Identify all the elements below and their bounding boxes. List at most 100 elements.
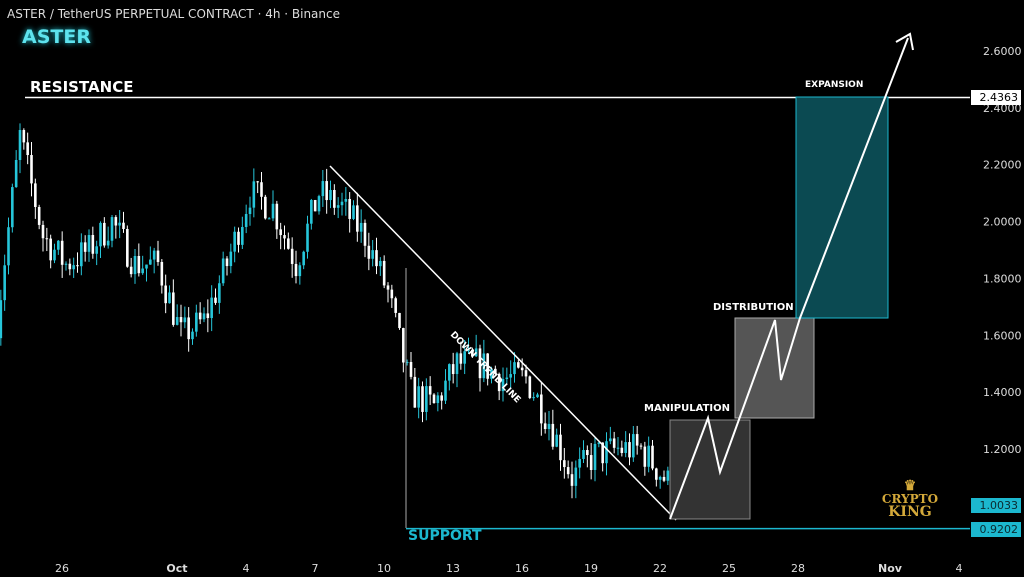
- candle-body: [444, 380, 447, 401]
- candle-body: [501, 379, 505, 392]
- candle-body: [559, 434, 562, 461]
- candle-body: [233, 231, 236, 252]
- candle-body: [344, 198, 348, 202]
- candle-body: [551, 423, 555, 447]
- candle-body: [340, 201, 344, 206]
- candle-body: [597, 442, 601, 444]
- candle-body: [179, 317, 183, 323]
- candle-body: [64, 263, 68, 265]
- candle-body: [218, 283, 221, 303]
- candle-body: [520, 367, 524, 371]
- x-tick-label: 4: [243, 562, 250, 575]
- candle-body: [3, 265, 6, 301]
- candle-body: [570, 474, 574, 486]
- candle-body: [348, 198, 351, 219]
- candle-body: [555, 434, 558, 447]
- candle-body: [68, 263, 72, 270]
- candle-body: [221, 258, 225, 284]
- candle-body: [413, 376, 417, 408]
- candle-body: [53, 249, 56, 261]
- chart-title: ASTER / TetherUS PERPETUAL CONTRACT · 4h…: [7, 7, 340, 21]
- candle-body: [582, 450, 585, 459]
- candle-body: [635, 434, 639, 446]
- candle-body: [524, 370, 528, 377]
- candle-body: [628, 442, 631, 458]
- candle-body: [168, 292, 171, 304]
- candle-body: [375, 250, 378, 267]
- candle-body: [455, 353, 459, 375]
- distribution-label: DISTRIBUTION: [713, 302, 794, 313]
- candle-body: [310, 199, 313, 224]
- candle-body: [275, 203, 279, 230]
- candle-body: [467, 349, 470, 352]
- candle-body: [655, 468, 658, 480]
- candle-body: [11, 187, 14, 228]
- x-tick-label: 19: [584, 562, 598, 575]
- candle-body: [18, 130, 22, 160]
- candle-body: [183, 317, 187, 323]
- candle-body: [421, 386, 424, 412]
- candle-body: [302, 251, 305, 266]
- candle-body: [34, 183, 37, 207]
- candle-body: [593, 443, 597, 470]
- candle-body: [505, 377, 509, 380]
- expansion-label: EXPANSION: [805, 80, 864, 90]
- candle-body: [152, 250, 156, 260]
- candle-body: [405, 362, 409, 364]
- projection-path: [669, 37, 909, 520]
- candle-body: [471, 349, 474, 357]
- candle-body: [260, 182, 263, 197]
- candle-body: [509, 374, 512, 378]
- candle-body: [149, 259, 152, 265]
- manipulation-box: [669, 419, 751, 520]
- candle-body: [187, 317, 190, 340]
- y-tick-label: 2.0000: [983, 216, 1022, 229]
- candle-body: [451, 364, 455, 375]
- candle-body: [609, 438, 612, 442]
- resistance-label: RESISTANCE: [30, 78, 134, 96]
- x-tick-label: 26: [55, 562, 69, 575]
- x-tick-label: Oct: [166, 562, 187, 575]
- candle-body: [494, 368, 497, 374]
- y-tick-label: 1.4000: [983, 386, 1022, 399]
- x-tick-label: 13: [446, 562, 460, 575]
- y-tick-label: 2.6000: [983, 45, 1022, 58]
- candle-body: [103, 222, 106, 246]
- candle-body: [37, 206, 41, 225]
- candle-body: [356, 205, 359, 232]
- candle-body: [386, 285, 390, 290]
- candle-body: [244, 214, 248, 227]
- candle-body: [264, 196, 267, 219]
- candle-body: [436, 395, 440, 404]
- candle-body: [532, 397, 535, 399]
- logo-line1: CRYPTO: [881, 492, 939, 506]
- candle-body: [643, 446, 647, 467]
- candle-body: [409, 362, 413, 377]
- x-tick-label: 16: [515, 562, 529, 575]
- candle-body: [632, 434, 635, 458]
- candle-body: [248, 207, 252, 215]
- candle-body: [578, 458, 581, 468]
- x-tick-label: 28: [791, 562, 805, 575]
- candle-body: [80, 242, 83, 267]
- candle-body: [586, 450, 589, 456]
- candle-body: [110, 217, 114, 241]
- candle-body: [543, 423, 547, 430]
- candle-body: [87, 235, 91, 252]
- candle-body: [91, 235, 95, 254]
- candle-body: [290, 248, 294, 264]
- candle-body: [313, 199, 317, 212]
- candle-body: [448, 364, 451, 381]
- symbol-label: ASTER: [22, 26, 91, 48]
- candle-body: [463, 351, 466, 364]
- candle-body: [666, 470, 670, 481]
- candle-body: [294, 263, 298, 277]
- candle-body: [114, 217, 118, 226]
- resistance-price-tag: 2.4363: [971, 90, 1021, 105]
- expansion-box: [795, 96, 889, 319]
- candle-body: [440, 395, 443, 401]
- candle-body: [283, 235, 286, 239]
- candle-body: [352, 205, 355, 219]
